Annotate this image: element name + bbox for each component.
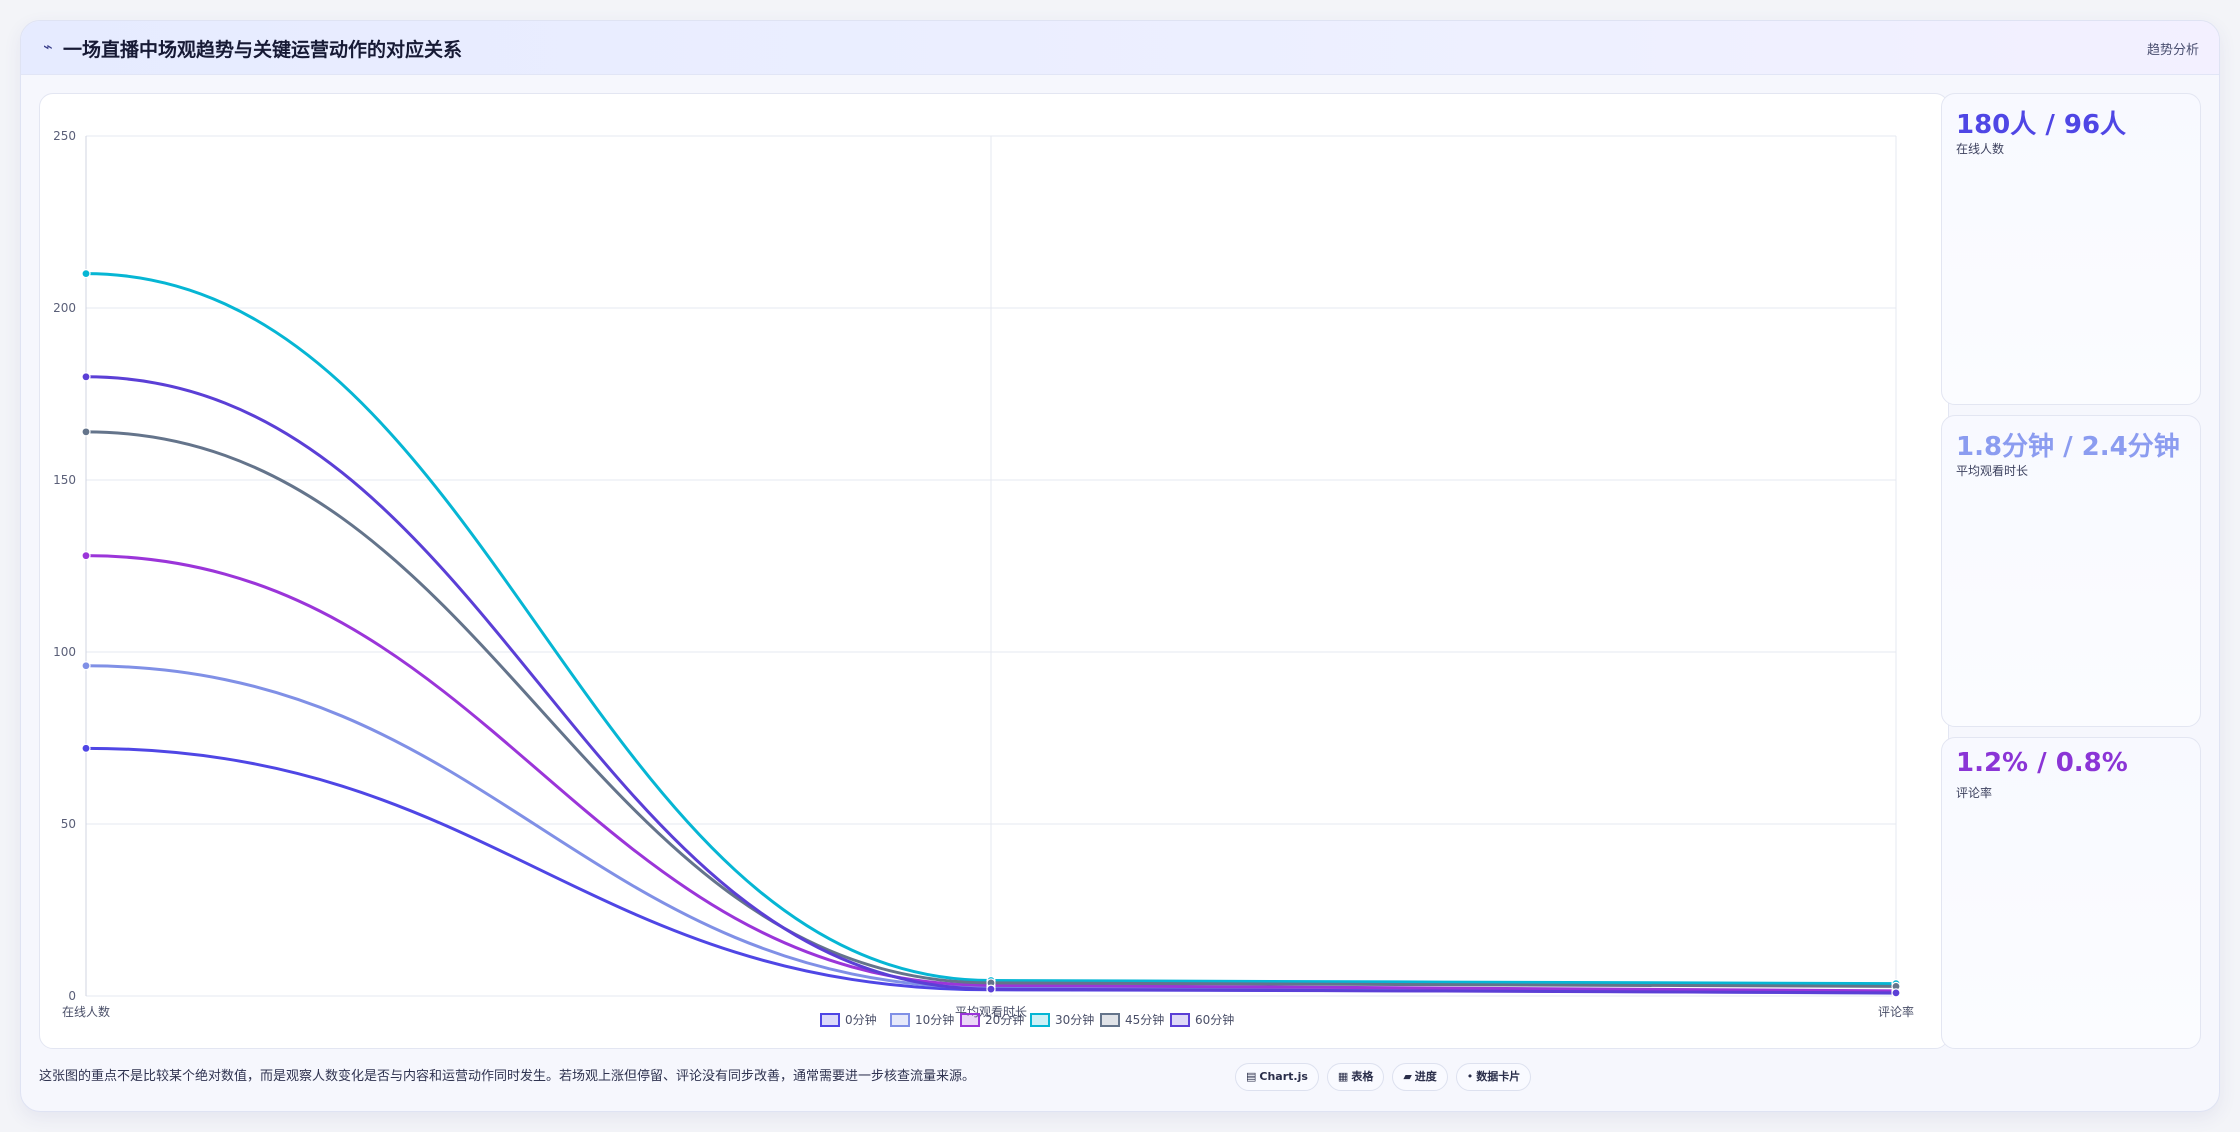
- legend-swatch: [820, 1013, 840, 1027]
- x-tick-label: 在线人数: [62, 1004, 110, 1019]
- table-icon: ▦: [1337, 1070, 1349, 1083]
- pill-label: 进度: [1414, 1070, 1437, 1083]
- y-tick-label: 250: [53, 129, 76, 143]
- legend-label: 60分钟: [1195, 1012, 1234, 1027]
- y-tick-label: 150: [53, 473, 76, 487]
- pill-label: 数据卡片: [1476, 1070, 1521, 1083]
- legend-swatch: [960, 1013, 980, 1027]
- kpi-card-comment-rate: 1.2% / 0.8% 评论率: [1941, 737, 2201, 1049]
- chart-footnote: 这张图的重点不是比较某个绝对数值，而是观察人数变化是否与内容和运营动作同时发生。…: [39, 1069, 976, 1084]
- kpi-label: 评论率: [1956, 786, 1993, 800]
- legend-swatch: [890, 1013, 910, 1027]
- chart-icon: ▤: [1246, 1070, 1257, 1083]
- page-title: 一场直播中场观趋势与关键运营动作的对应关系: [63, 39, 463, 61]
- kpi-label: 平均观看时长: [1956, 464, 2029, 478]
- kpi-label: 在线人数: [1956, 142, 2005, 156]
- kpi-value: 180人 / 96人: [1956, 110, 2127, 140]
- legend-label: 45分钟: [1125, 1012, 1164, 1027]
- pill-label: 表格: [1351, 1070, 1374, 1083]
- kpi-value: 1.8分钟 / 2.4分钟: [1956, 432, 2180, 462]
- series-line: [84, 430, 1898, 988]
- data-point: [81, 372, 91, 382]
- data-point: [81, 427, 91, 437]
- dashboard-card: ⌁ 一场直播中场观趋势与关键运营动作的对应关系 趋势分析 0 50 100 150 20…: [20, 20, 2220, 1112]
- legend-label: 10分钟: [915, 1012, 954, 1027]
- series-line: [84, 554, 1898, 993]
- legend-swatch: [1030, 1013, 1050, 1027]
- pill-data-card[interactable]: • 数据卡片: [1455, 1063, 1532, 1091]
- pill-progress[interactable]: ▰ 进度: [1392, 1063, 1448, 1091]
- x-tick-label: 评论率: [1878, 1004, 1914, 1019]
- legend-label: 20分钟: [985, 1012, 1024, 1027]
- progress-icon: ▰: [1403, 1070, 1412, 1083]
- series-line: [84, 375, 1898, 995]
- legend-label: 30分钟: [1055, 1012, 1094, 1027]
- data-point: [986, 984, 996, 994]
- view-switcher: ▤ Chart.js ▦ 表格 ▰ 进度 • 数据卡片: [1235, 1063, 1532, 1091]
- series-line: [84, 272, 1898, 986]
- pill-table[interactable]: ▦ 表格: [1326, 1063, 1385, 1091]
- y-tick-label: 50: [61, 817, 76, 831]
- card-header: ⌁ 一场直播中场观趋势与关键运营动作的对应关系 趋势分析: [21, 21, 2219, 75]
- line-chart-panel: 0 50 100 150 200 250 在线人数 平均观看时长 评论率 0分钟 10分钟 20分钟 3…: [39, 93, 1949, 1049]
- card-icon: •: [1466, 1070, 1474, 1083]
- legend-swatch: [1100, 1013, 1120, 1027]
- data-point: [81, 269, 91, 279]
- x-tick-label: 平均观看时长: [955, 1005, 1027, 1019]
- pill-chartjs[interactable]: ▤ Chart.js: [1235, 1063, 1319, 1091]
- data-point: [81, 661, 91, 671]
- y-tick-label: 100: [53, 645, 76, 659]
- data-point: [81, 551, 91, 561]
- y-tick-label: 0: [68, 989, 76, 1003]
- y-tick-label: 200: [53, 301, 76, 315]
- kpi-card-online: 180人 / 96人 在线人数: [1941, 93, 2201, 405]
- category-tag: 趋势分析: [2146, 43, 2199, 58]
- trend-line-icon: ⌁: [43, 37, 53, 56]
- legend-swatch: [1170, 1013, 1190, 1027]
- kpi-card-watch-time: 1.8分钟 / 2.4分钟 平均观看时长: [1941, 415, 2201, 727]
- pill-label: Chart.js: [1259, 1070, 1308, 1083]
- kpi-value: 1.2% / 0.8%: [1956, 748, 2128, 778]
- data-point: [1891, 988, 1901, 998]
- data-point: [81, 743, 91, 753]
- line-chart: 0 50 100 150 200 250 在线人数 平均观看时长 评论率 0分钟 10分钟 20分钟 3…: [53, 129, 1914, 1027]
- legend-label: 0分钟: [845, 1012, 877, 1027]
